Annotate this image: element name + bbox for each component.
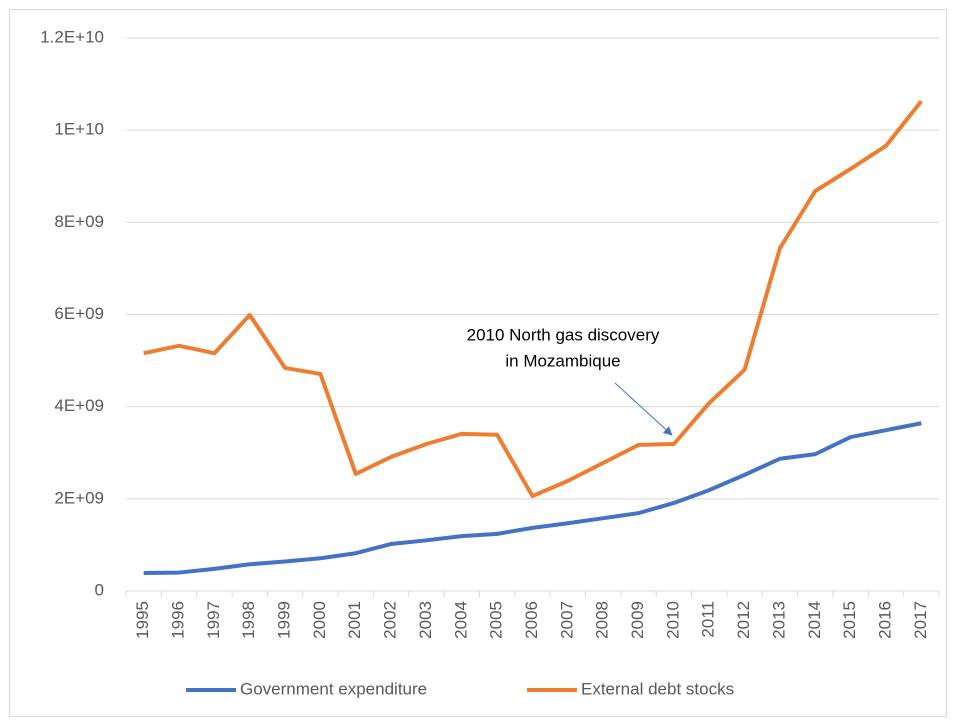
- annotation-text: in Mozambique: [505, 351, 620, 370]
- y-tick-label: 1E+10: [54, 120, 104, 139]
- x-tick-label: 2009: [628, 601, 647, 639]
- x-tick-label: 1997: [204, 601, 223, 639]
- y-tick-label: 4E+09: [54, 396, 104, 415]
- x-tick-label: 1995: [133, 601, 152, 639]
- y-tick-label: 1.2E+10: [40, 27, 104, 46]
- x-tick-label: 2000: [310, 601, 329, 639]
- x-tick-label: 2007: [557, 601, 576, 639]
- x-tick-label: 2002: [381, 601, 400, 639]
- legend-label: Government expenditure: [240, 679, 427, 698]
- x-tick-label: 1999: [275, 601, 294, 639]
- x-tick-label: 2015: [840, 601, 859, 639]
- x-tick-label: 1998: [239, 601, 258, 639]
- chart-border: [9, 9, 947, 717]
- x-tick-label: 2014: [805, 601, 824, 639]
- y-tick-label: 8E+09: [54, 212, 104, 231]
- x-tick-label: 2011: [699, 601, 718, 638]
- legend-label: External debt stocks: [581, 679, 734, 698]
- annotation-arrow: [614, 382, 673, 436]
- x-tick-label: 2010: [663, 601, 682, 639]
- x-tick-label: 2013: [769, 601, 788, 639]
- x-tick-label: 2004: [451, 601, 470, 639]
- x-tick-label: 2017: [911, 601, 930, 639]
- x-tick-label: 2006: [522, 601, 541, 639]
- x-tick-label: 2001: [345, 601, 364, 639]
- x-tick-label: 1996: [169, 601, 188, 639]
- y-tick-label: 2E+09: [54, 488, 104, 507]
- line-series: [143, 99, 923, 499]
- x-tick-label: 2012: [734, 601, 753, 639]
- y-tick-label: 0: [95, 580, 104, 599]
- line-series: [143, 421, 922, 576]
- x-tick-label: 2005: [487, 601, 506, 639]
- annotation-text: 2010 North gas discovery: [467, 325, 660, 344]
- x-tick-label: 2016: [875, 601, 894, 639]
- y-tick-label: 6E+09: [54, 304, 104, 323]
- x-tick-label: 2003: [416, 601, 435, 639]
- x-tick-label: 2008: [593, 601, 612, 639]
